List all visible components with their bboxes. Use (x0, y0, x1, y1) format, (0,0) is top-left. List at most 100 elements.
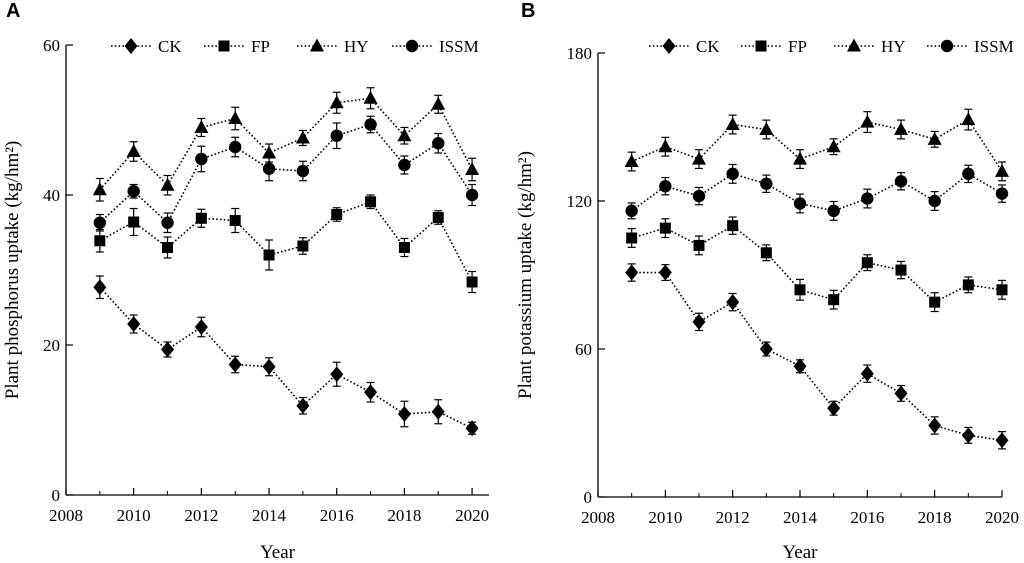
chart-b-point-issm-2020 (995, 187, 1009, 200)
chart-b-point-fp-2015 (828, 294, 840, 306)
chart-b-point-issm-2016 (861, 192, 874, 205)
chart-b-point-fp-2020 (996, 284, 1008, 296)
chart-a-y-tick-label-20: 20 (43, 336, 60, 355)
chart-b-y-tick-label-180: 180 (567, 44, 593, 63)
chart-b-point-ck-2013 (759, 341, 773, 357)
chart-b-point-fp-2013 (760, 247, 772, 259)
chart-a-point-issm-2010 (127, 185, 140, 198)
chart-b-x-tick-label-2014: 2014 (783, 508, 818, 527)
chart-b-point-ck-2016 (860, 365, 874, 382)
chart-a-point-fp-2011 (162, 242, 174, 253)
chart-a-point-ck-2009 (93, 279, 107, 296)
chart-b-point-fp-2017 (895, 264, 907, 276)
chart-b-point-ck-2018 (928, 417, 942, 434)
chart-b-y-axis-label: Plant potassium uptake (kg/hm²) (515, 151, 536, 399)
chart-b-point-ck-2014 (793, 358, 807, 375)
chart-b-series-issm (625, 163, 1009, 221)
chart-b-point-hy-2017 (894, 121, 908, 135)
chart-a-point-fp-2018 (398, 242, 410, 253)
chart-a-point-hy-2009 (92, 182, 107, 196)
chart-a-point-issm-2019 (432, 137, 445, 150)
chart-a-point-issm-2016 (330, 129, 343, 142)
chart-a-series-ck (93, 275, 479, 437)
chart-a-legend-marker-issm (405, 39, 419, 53)
chart-a-point-issm-2018 (398, 158, 411, 172)
chart-a-point-fp-2010 (128, 216, 140, 228)
chart-b-point-ck-2020 (995, 432, 1009, 449)
chart-a-point-ck-2016 (330, 366, 344, 383)
chart-b-point-hy-2020 (995, 163, 1009, 177)
chart-a-point-ck-2018 (397, 406, 411, 422)
chart-a-y-tick-label-0: 0 (52, 486, 61, 505)
chart-b-point-hy-2012 (725, 117, 740, 131)
chart-a-series-hy (92, 87, 480, 202)
chart-a-series-fp (94, 194, 478, 294)
chart-b-point-fp-2018 (929, 296, 941, 308)
chart-b-point-hy-2010 (658, 139, 673, 153)
chart-a-point-ck-2019 (431, 403, 445, 420)
chart-a-x-tick-label-2012: 2012 (184, 506, 218, 525)
chart-a-y-tick-label-60: 60 (43, 36, 60, 55)
chart-a-legend-label-issm: ISSM (439, 37, 479, 56)
chart-b-line-issm (631, 172, 1003, 212)
chart-a-point-issm-2017 (364, 118, 377, 131)
chart-a-legend-marker-hy (310, 38, 324, 52)
chart-b-point-issm-2018 (928, 194, 941, 208)
chart-a-point-ck-2015 (296, 397, 310, 414)
chart-b-point-issm-2019 (962, 167, 975, 181)
chart-b-x-axis-label: Year (782, 542, 818, 563)
chart-a-point-hy-2011 (160, 177, 175, 191)
chart-b-x-tick-label-2018: 2018 (918, 508, 952, 527)
chart-b-point-issm-2011 (692, 189, 706, 203)
chart-b-point-hy-2018 (927, 131, 942, 145)
chart-b-point-hy-2019 (961, 112, 976, 126)
chart-b-legend-marker-issm (940, 39, 954, 53)
chart-a-point-hy-2019 (431, 96, 446, 110)
chart-a-legend-label-fp: FP (251, 37, 270, 56)
chart-a-point-issm-2012 (195, 152, 208, 166)
chart-a-legend-marker-fp (218, 40, 230, 52)
chart-b-line-fp (631, 224, 1003, 304)
chart-a-x-tick-label-2014: 2014 (252, 506, 287, 525)
chart-a-x-tick-label-2020: 2020 (455, 506, 489, 525)
chart-b-legend-marker-hy (847, 38, 861, 52)
chart-b-point-issm-2014 (793, 197, 807, 210)
chart-b-x-tick-label-2010: 2010 (648, 508, 682, 527)
chart-b-point-fp-2010 (659, 222, 671, 234)
chart-a-point-hy-2014 (262, 145, 277, 159)
chart-b-y-tick-label-120: 120 (567, 192, 593, 211)
chart-b-point-hy-2016 (860, 114, 875, 128)
chart-a-x-tick-label-2010: 2010 (117, 506, 151, 525)
chart-b-point-ck-2010 (658, 264, 672, 281)
chart-b-legend-marker-fp (755, 40, 767, 52)
chart-b-point-ck-2011 (692, 313, 706, 330)
chart-b-legend-label-ck: CK (696, 37, 720, 56)
chart-b-legend-marker-ck (662, 38, 676, 54)
chart-a-point-fp-2016 (331, 209, 343, 220)
chart-a-point-fp-2014 (263, 249, 275, 261)
chart-a-line-issm (99, 123, 473, 225)
chart-a-point-hy-2010 (126, 144, 141, 157)
chart-a-point-hy-2018 (397, 128, 412, 142)
chart-a-point-fp-2012 (195, 212, 207, 224)
chart-a-point-fp-2013 (229, 215, 241, 226)
chart-a-point-hy-2013 (228, 111, 243, 124)
chart-a-y-tick-label-40: 40 (43, 186, 60, 205)
chart-b-point-issm-2009 (625, 204, 638, 218)
chart-a-point-issm-2011 (161, 216, 174, 229)
chart-b-point-ck-2015 (827, 400, 841, 417)
chart-a-point-ck-2010 (127, 316, 141, 332)
chart-a-point-hy-2017 (363, 90, 378, 104)
chart-a-point-fp-2015 (297, 240, 309, 252)
chart-a-point-hy-2016 (329, 95, 344, 109)
chart-b-x-tick-label-2020: 2020 (985, 508, 1019, 527)
chart-a-point-fp-2019 (432, 212, 444, 223)
chart-a-x-tick-label-2008: 2008 (49, 506, 83, 525)
chart-b-y-tick-label-60: 60 (575, 340, 592, 359)
chart-b-legend-label-issm: ISSM (974, 37, 1014, 56)
chart-a-point-ck-2017 (364, 384, 378, 401)
panel-letter-a: A (6, 0, 21, 22)
chart-b-point-ck-2012 (726, 294, 740, 311)
